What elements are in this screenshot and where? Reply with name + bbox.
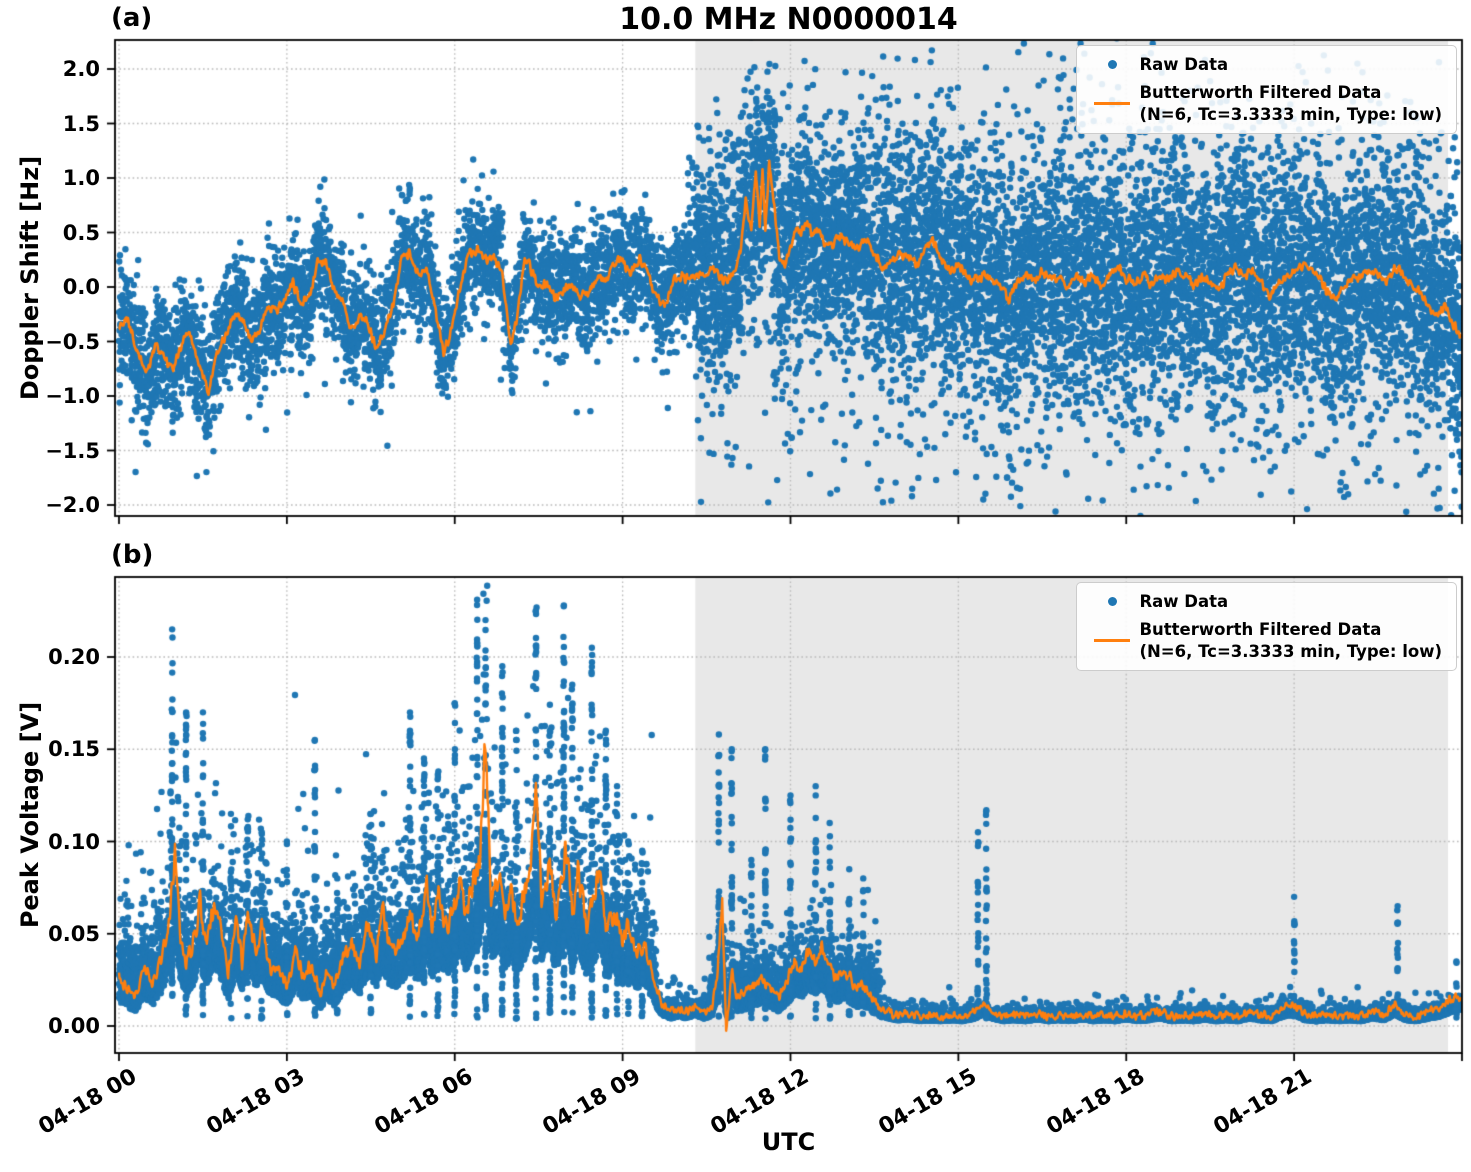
filtered-line-swatch — [1085, 101, 1139, 106]
y-tick-label: 0.20 — [48, 645, 100, 669]
legend-filtered-row: Butterworth Filtered Data (N=6, Tc=3.333… — [1085, 82, 1442, 126]
legend-filtered-label-line1: Butterworth Filtered Data — [1139, 82, 1382, 102]
filtered-line-swatch — [1085, 638, 1139, 643]
panel-b-letter: (b) — [111, 540, 154, 570]
y-tick-label: −2.0 — [45, 493, 100, 517]
y-tick-label: −1.0 — [45, 384, 100, 408]
y-tick-label: 1.0 — [62, 166, 100, 190]
y-tick-label: 0.00 — [48, 1014, 100, 1038]
legend-raw-label: Raw Data — [1139, 592, 1229, 611]
y-tick-label: −0.5 — [45, 329, 100, 354]
legend-filtered-label: Butterworth Filtered Data (N=6, Tc=3.333… — [1139, 619, 1442, 663]
y-tick-label: 1.5 — [62, 111, 100, 136]
legend-filtered-label: Butterworth Filtered Data (N=6, Tc=3.333… — [1139, 82, 1442, 126]
legend-filtered-row: Butterworth Filtered Data (N=6, Tc=3.333… — [1085, 619, 1442, 663]
legend-filtered-label-line2: (N=6, Tc=3.3333 min, Type: low) — [1139, 641, 1442, 661]
figure-title: 10.0 MHz N0000014 — [619, 2, 958, 37]
raw-data-marker-swatch — [1085, 597, 1139, 607]
legend-filtered-label-line1: Butterworth Filtered Data — [1139, 619, 1382, 639]
legend-raw-label: Raw Data — [1139, 55, 1229, 74]
raw-data-marker-swatch — [1085, 60, 1139, 70]
legend-raw-row: Raw Data — [1085, 54, 1442, 76]
legend-raw-row: Raw Data — [1085, 591, 1442, 613]
y-tick-label: 0.05 — [48, 921, 100, 946]
y-tick-label: 2.0 — [62, 57, 100, 81]
y-tick-label: 0.10 — [48, 829, 100, 854]
y-tick-label: 0.5 — [62, 220, 100, 245]
x-axis-label: UTC — [761, 1128, 816, 1156]
filtered-line-icon — [1094, 101, 1131, 106]
panel-a-letter: (a) — [111, 3, 153, 33]
y-tick-label: 0.0 — [62, 275, 100, 299]
y-tick-label: −1.5 — [45, 438, 100, 463]
raw-data-dot-icon — [1107, 60, 1117, 70]
legend-filtered-label-line2: (N=6, Tc=3.3333 min, Type: low) — [1139, 104, 1442, 124]
legend-panel-a: Raw Data Butterworth Filtered Data (N=6,… — [1076, 45, 1457, 135]
filtered-line-icon — [1094, 638, 1131, 643]
legend-panel-b: Raw Data Butterworth Filtered Data (N=6,… — [1076, 582, 1457, 672]
raw-data-dot-icon — [1107, 597, 1117, 607]
y-tick-label: 0.15 — [48, 737, 100, 762]
